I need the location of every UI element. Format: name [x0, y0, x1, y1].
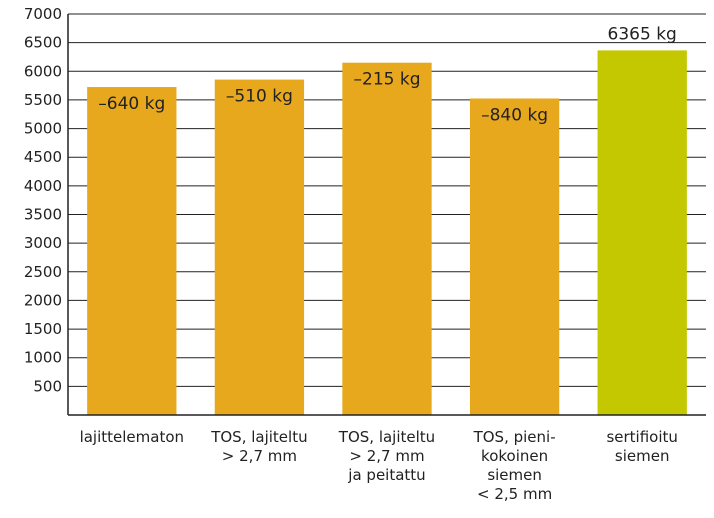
x-category-line: > 2,7 mm [349, 447, 424, 465]
bar [469, 98, 560, 415]
x-category-label: sertifioitu siemen [606, 428, 677, 465]
x-axis-categories: lajittelematon TOS, lajiteltu > 2,7 mmTOS,… [80, 428, 678, 503]
x-category-line: kokoinen [481, 447, 548, 465]
y-axis-ticks: 500 1000 1500 2000 2500 3000 3500 4000 4500 5000 5… [24, 5, 62, 395]
x-category-line: siemen [487, 466, 542, 484]
y-tick-label: 500 [33, 377, 62, 395]
x-category-line: lajittelematon [80, 428, 184, 446]
bar-value-label: –840 kg [481, 105, 548, 125]
bar [214, 79, 305, 416]
bars [87, 50, 687, 416]
x-category-line: sertifioitu [606, 428, 677, 446]
bar [342, 62, 432, 415]
x-category-label: lajittelematon [80, 428, 184, 446]
bar-value-label: –640 kg [98, 94, 165, 114]
bar [87, 87, 177, 416]
x-category-line: ja peitattu [347, 466, 425, 484]
y-tick-label: 7000 [24, 5, 62, 23]
bar-value-label: –215 kg [354, 70, 421, 90]
x-category-line: TOS, lajiteltu [210, 428, 307, 446]
y-tick-label: 6500 [24, 34, 62, 52]
bar [597, 50, 687, 415]
x-category-label: TOS, lajiteltu > 2,7 mm ja peitattu [338, 428, 435, 484]
x-category-line: > 2,7 mm [222, 447, 297, 465]
x-category-line: TOS, pieni- [473, 428, 556, 446]
y-tick-label: 4000 [24, 177, 62, 195]
data-labels: –640 kg –510 kg –215 kg –840 kg 6365 kg [98, 24, 677, 125]
y-tick-label: 3500 [24, 206, 62, 224]
y-tick-label: 1500 [24, 320, 62, 338]
y-tick-label: 2000 [24, 291, 62, 309]
y-tick-label: 2500 [24, 263, 62, 281]
x-category-line: < 2,5 mm [477, 485, 552, 503]
x-category-label: TOS, lajiteltu > 2,7 mm [210, 428, 307, 465]
y-tick-label: 5000 [24, 120, 62, 138]
y-tick-label: 5500 [24, 91, 62, 109]
x-category-line: TOS, lajiteltu [338, 428, 435, 446]
y-tick-label: 3000 [24, 234, 62, 252]
y-tick-label: 6000 [24, 62, 62, 80]
y-tick-label: 4500 [24, 148, 62, 166]
bar-value-label: 6365 kg [608, 24, 677, 44]
x-category-label: TOS, pieni-kokoinen siemen < 2,5 mm [473, 428, 556, 503]
bar-value-label: –510 kg [226, 87, 293, 107]
y-tick-label: 1000 [24, 349, 62, 367]
x-category-line: siemen [615, 447, 670, 465]
